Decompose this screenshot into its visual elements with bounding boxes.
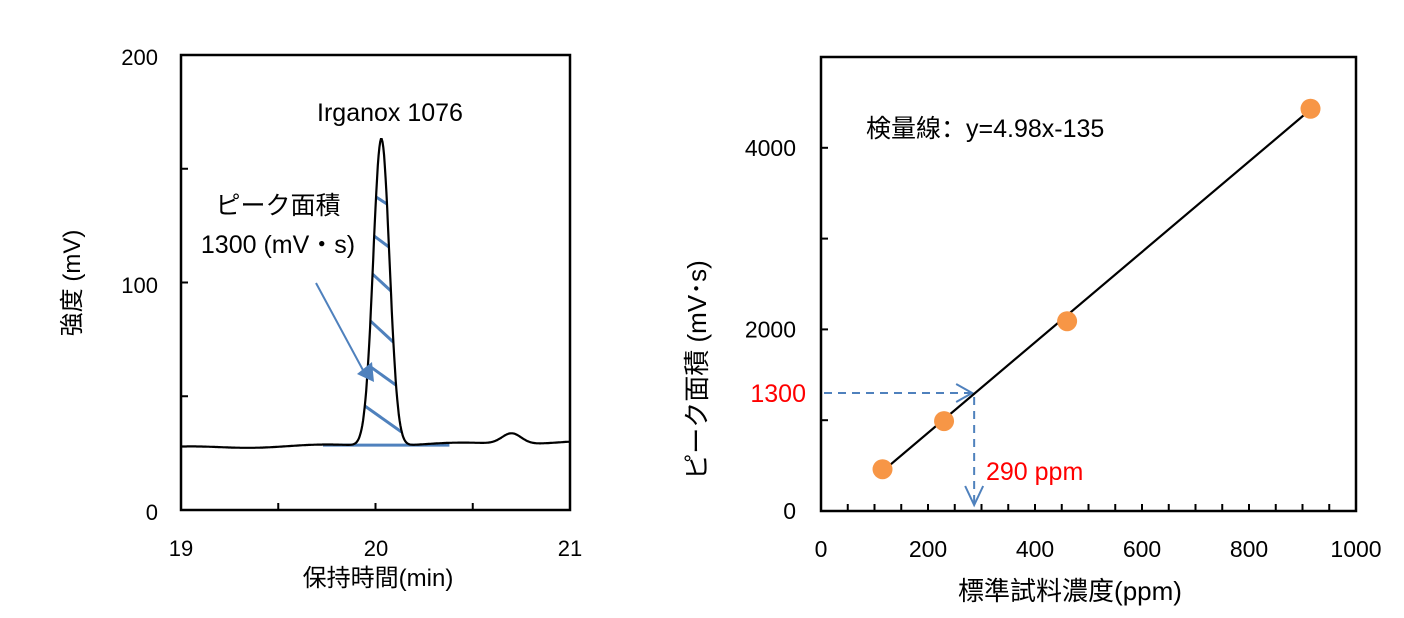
chromatogram-line — [180, 138, 570, 449]
left-y-tick-100: 100 — [121, 273, 158, 298]
hatch-line — [364, 404, 403, 434]
area-arrow-head — [357, 362, 374, 382]
hatch-line — [371, 272, 392, 293]
left-y-tick-0: 0 — [146, 500, 158, 525]
right-x-tick-label: 200 — [909, 536, 947, 562]
chromatogram-chart: 0 100 200 19 20 21 保持時間(min) 強度 (mV) Irg… — [59, 45, 582, 592]
area-label-line2: 1300 (mV・s) — [201, 231, 355, 259]
data-point — [1057, 311, 1078, 332]
right-x-tick-label: 0 — [815, 536, 828, 562]
right-x-tick-label: 600 — [1123, 536, 1161, 562]
hatch-line — [367, 363, 397, 387]
left-y-tick-200: 200 — [121, 45, 158, 70]
right-x-tick-label: 800 — [1230, 536, 1268, 562]
right-y-tick-label: 0 — [783, 498, 796, 524]
peak-label: Irganox 1076 — [317, 99, 463, 127]
right-x-label: 標準試料濃度(ppm) — [958, 576, 1182, 606]
guide-arrowhead-right — [955, 383, 975, 403]
readout-x-label: 290 ppm — [986, 458, 1083, 486]
readout-y-label: 1300 — [750, 380, 806, 408]
data-point — [872, 459, 893, 480]
left-x-tick-21: 21 — [558, 536, 582, 561]
left-x-label: 保持時間(min) — [303, 565, 454, 592]
guide-arrowhead-down — [964, 485, 985, 508]
hatch-line — [369, 319, 395, 344]
area-label-line1: ピーク面積 — [215, 192, 340, 220]
data-point — [1300, 98, 1321, 119]
fit-equation: 検量線：y=4.98x-135 — [866, 115, 1104, 143]
calibration-chart: 0 200 400 600 800 1000 0 2000 4000 標準試料濃度(ppm) ピ… — [682, 55, 1382, 606]
right-y-label: ピーク面積 (mV･s) — [682, 260, 712, 480]
right-x-tick-label: 1000 — [1330, 536, 1381, 562]
hatch-line — [373, 234, 390, 249]
left-y-label: 強度 (mV) — [59, 230, 86, 337]
area-arrow — [315, 282, 365, 373]
left-x-tick-19: 19 — [169, 536, 193, 561]
right-y-tick-label: 2000 — [745, 316, 796, 342]
hatch-line — [375, 195, 388, 206]
fit-line — [881, 108, 1312, 473]
right-x-tick-label: 400 — [1016, 536, 1054, 562]
left-x-tick-20: 20 — [364, 536, 388, 561]
right-y-tick-label: 4000 — [745, 135, 796, 161]
data-point — [934, 411, 955, 432]
